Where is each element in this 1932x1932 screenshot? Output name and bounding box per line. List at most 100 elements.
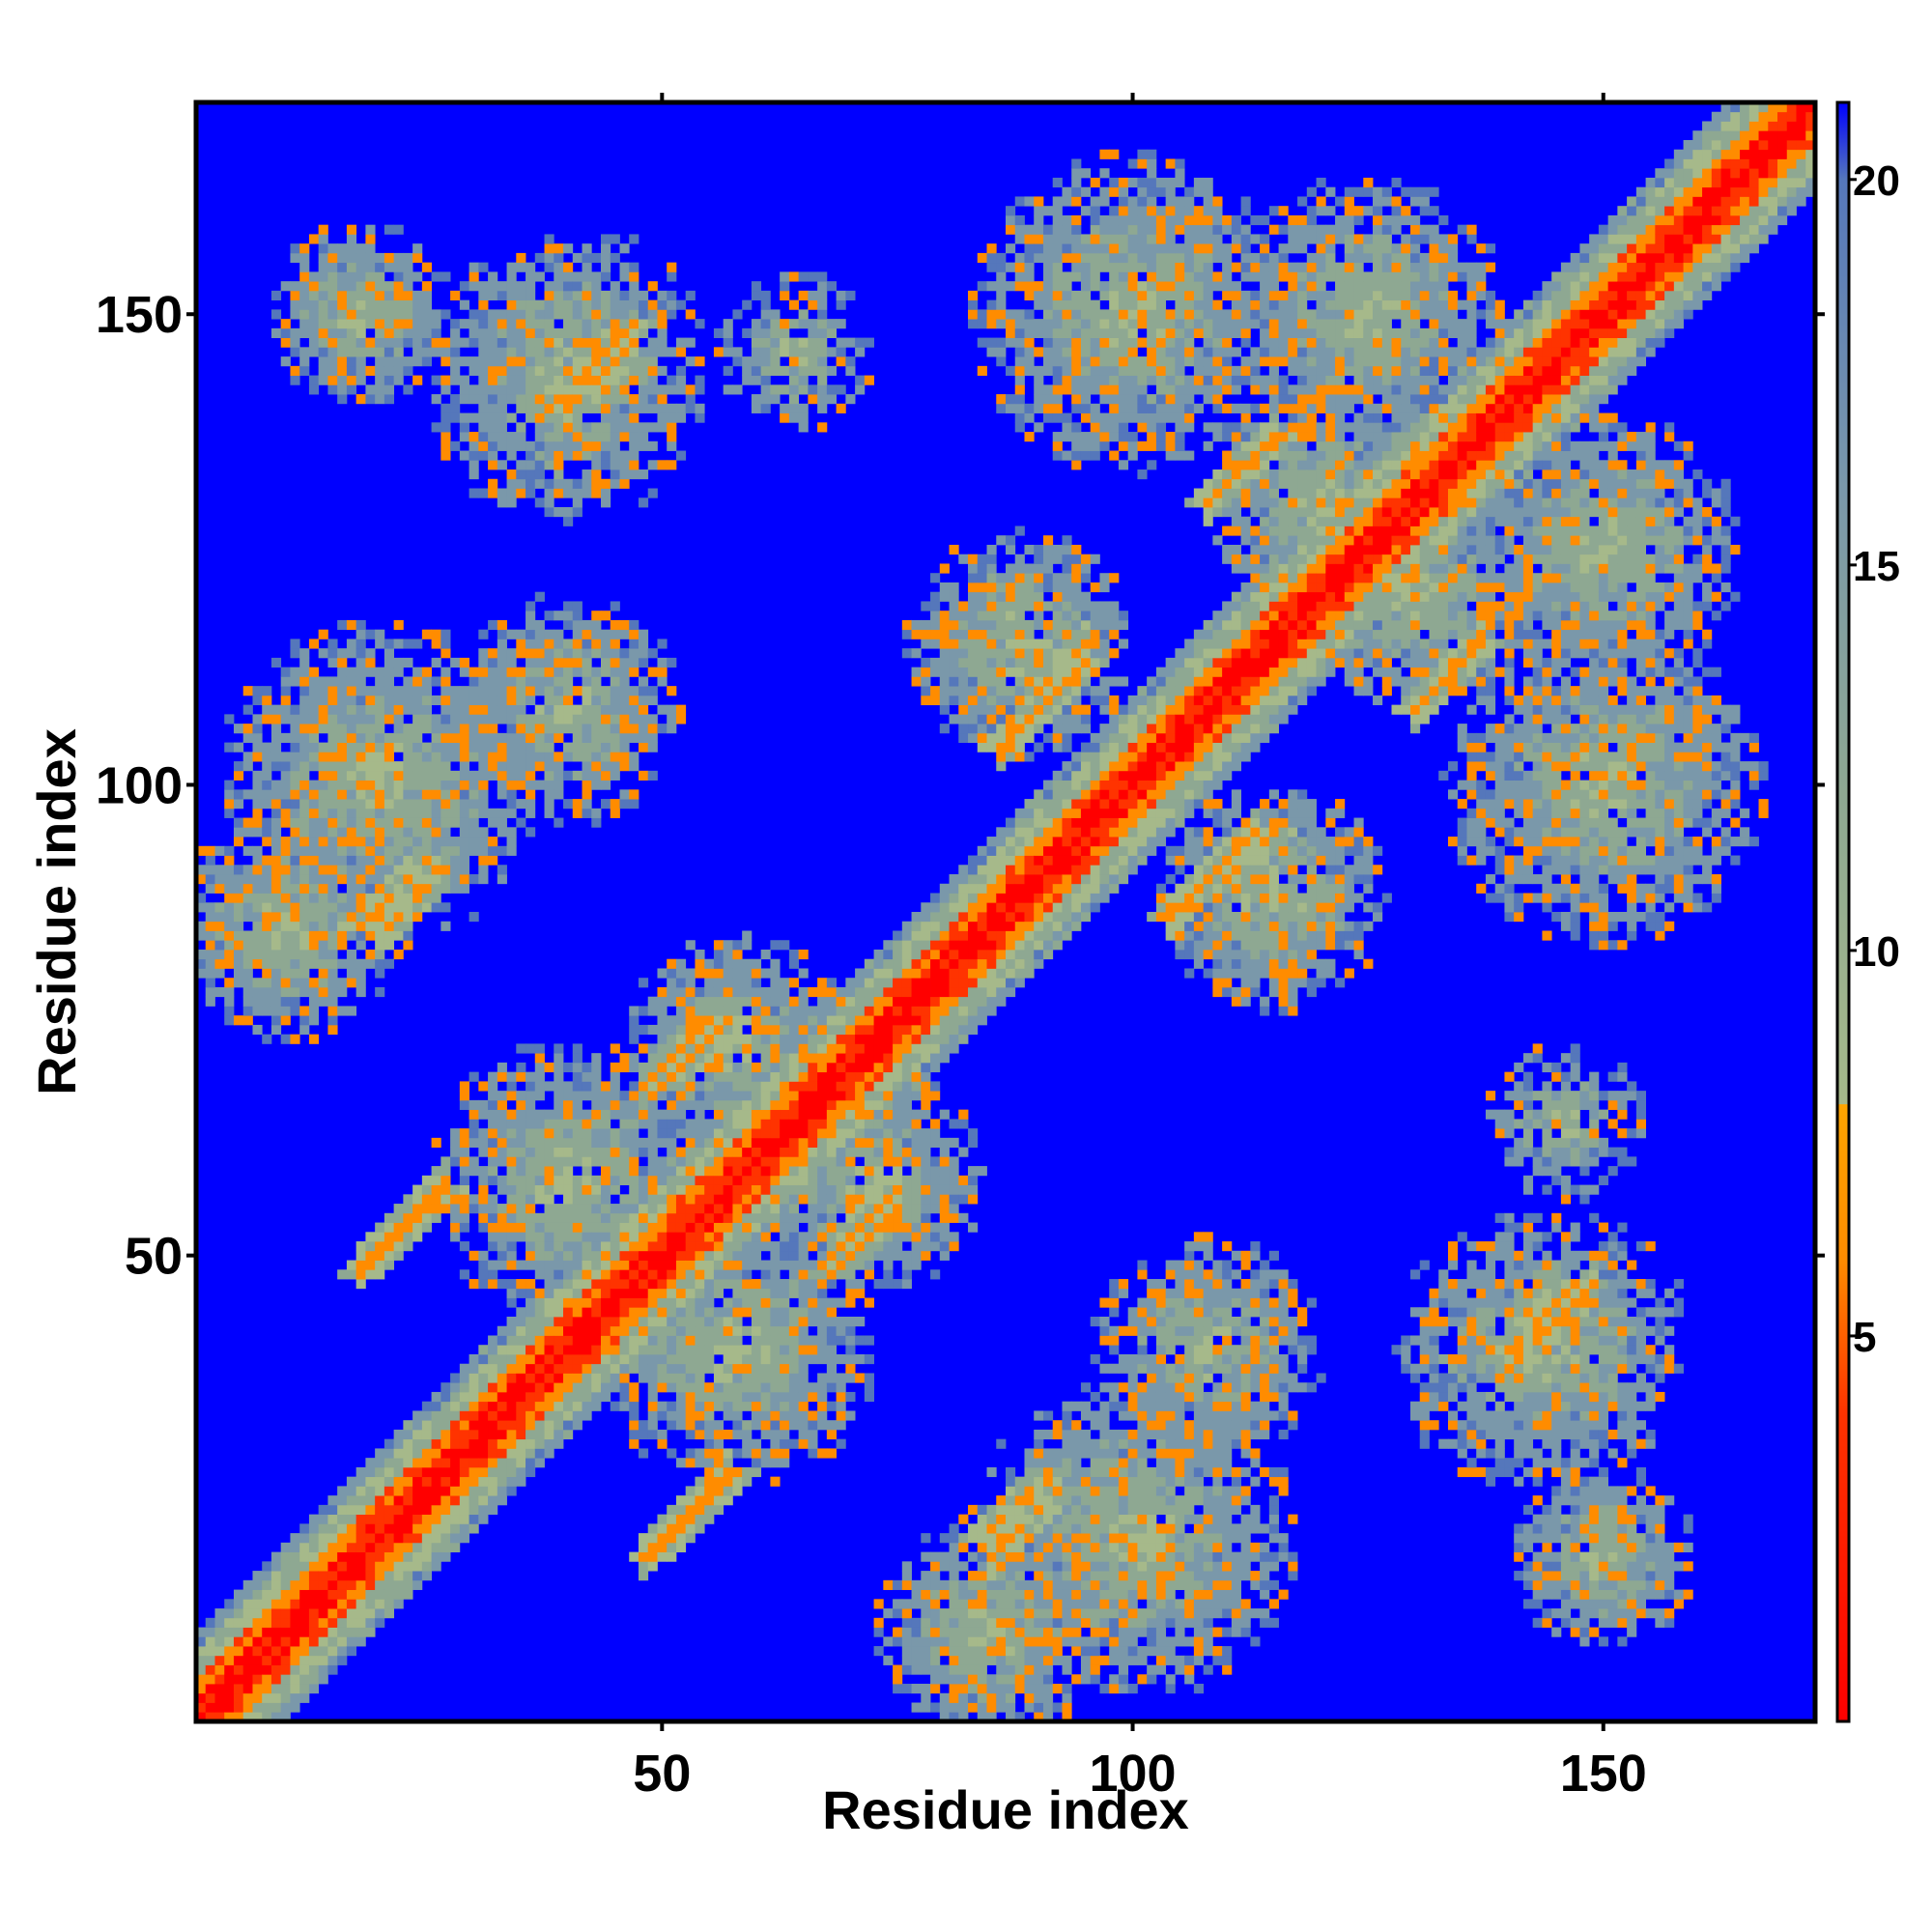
heatmap-cell [732,1175,743,1185]
heatmap-cell [412,271,423,282]
heatmap-cell [290,921,300,931]
heatmap-cell [572,1128,582,1139]
heatmap-cell [788,1250,800,1261]
heatmap-cell [299,1589,310,1600]
heatmap-cell [610,1363,620,1374]
heatmap-cell [591,780,602,790]
heatmap-cell [440,450,451,461]
heatmap-cell [610,667,620,677]
heatmap-cell [290,365,300,376]
heatmap-cell [270,1702,282,1713]
heatmap-cell [647,714,658,724]
heatmap-cell [497,1345,507,1355]
heatmap-cell [855,1353,866,1365]
heatmap-cell [205,949,215,960]
heatmap-cell [299,855,310,866]
heatmap-cell [638,1345,649,1355]
heatmap-cell [563,337,574,348]
heatmap-cell [883,1579,894,1590]
heatmap-cell [780,1175,790,1185]
heatmap-cell [732,1024,743,1036]
heatmap-cell [647,375,658,385]
heatmap-cell [619,789,630,800]
heatmap-cell [318,1599,328,1609]
heatmap-cell [563,347,574,357]
heatmap-cell [534,1137,545,1148]
heatmap-cell [667,724,677,734]
heatmap-cell [242,986,253,998]
heatmap-cell [280,1646,291,1657]
heatmap-cell [355,1466,366,1478]
heatmap-cell [384,676,395,687]
heatmap-cell [355,724,366,734]
heatmap-cell [337,912,348,923]
heatmap-cell [242,978,253,988]
heatmap-cell [723,949,733,960]
heatmap-cell [638,732,649,743]
heatmap-cell [355,252,366,264]
heatmap-cell [327,958,338,969]
heatmap-cell [572,629,582,639]
heatmap-cell [591,732,602,743]
heatmap-cell [563,1335,574,1346]
heatmap-cell [883,1024,894,1036]
heatmap-cell [610,695,620,706]
heatmap-cell [921,1166,931,1177]
heatmap-cell [770,1194,781,1205]
heatmap-cell [883,1636,894,1647]
heatmap-cell [242,1674,253,1685]
heatmap-cell [629,1024,639,1036]
heatmap-cell [440,704,451,715]
heatmap-cell [572,1297,582,1308]
heatmap-cell [506,1279,517,1290]
heatmap-cell [591,629,602,639]
heatmap-cell [497,1071,507,1082]
heatmap-cell [355,648,366,659]
heatmap-cell [403,1476,413,1487]
heatmap-cell [544,1204,554,1214]
heatmap-cell [459,752,469,762]
heatmap-cell [308,921,320,931]
heatmap-cell [440,845,451,856]
heatmap-cell [845,1034,856,1044]
heatmap-cell [780,1307,790,1318]
heatmap-cell [770,1204,781,1214]
heatmap-cell [629,309,639,320]
heatmap-cell [242,761,253,772]
heatmap-cell [667,1373,677,1383]
heatmap-cell [601,629,611,639]
heatmap-cell [393,817,404,828]
heatmap-cell [883,968,894,979]
heatmap-cell [554,686,564,696]
heatmap-cell [534,1091,545,1101]
heatmap-cell [563,271,574,282]
heatmap-cell [751,290,762,301]
heatmap-cell [393,1551,404,1562]
heatmap-cell [704,1288,715,1298]
heatmap-cell [270,845,282,856]
heatmap-cell [534,422,545,433]
heatmap-cell [384,930,395,941]
heatmap-cell [327,1024,338,1036]
heatmap-cell [657,1438,668,1449]
heatmap-cell [582,252,592,264]
heatmap-cell [488,1504,498,1516]
heatmap-cell [798,1345,809,1355]
heatmap-cell [497,1325,507,1336]
heatmap-cell [798,365,809,376]
heatmap-cell [403,695,413,706]
heatmap-cell [214,921,225,931]
heatmap-cell [855,1241,866,1252]
heatmap-cell [629,403,639,413]
heatmap-cell [713,1345,724,1355]
heatmap-cell [478,422,489,433]
heatmap-cell [506,704,517,715]
heatmap-cell [591,611,602,621]
heatmap-cell [346,752,357,762]
heatmap-cell [346,865,357,875]
heatmap-cell [675,704,687,715]
heatmap-cell [403,1448,413,1459]
heatmap-cell [901,1053,912,1064]
heatmap-cell [629,1438,639,1449]
heatmap-cell [582,1269,592,1280]
